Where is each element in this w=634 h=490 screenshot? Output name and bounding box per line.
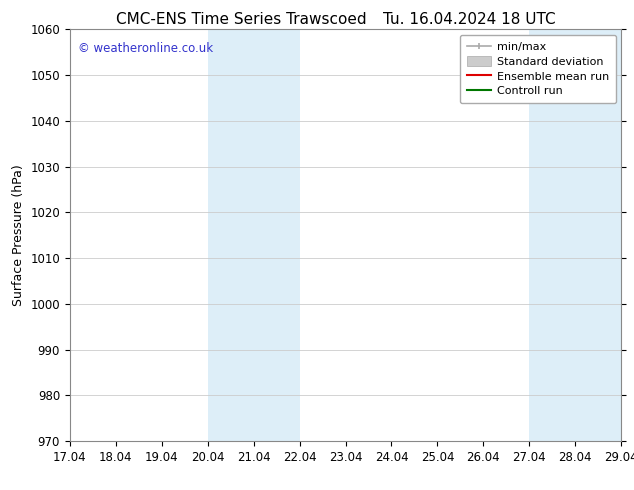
Text: Tu. 16.04.2024 18 UTC: Tu. 16.04.2024 18 UTC: [383, 12, 555, 27]
Y-axis label: Surface Pressure (hPa): Surface Pressure (hPa): [11, 164, 25, 306]
Bar: [207, 29, 299, 441]
Text: CMC-ENS Time Series Trawscoed: CMC-ENS Time Series Trawscoed: [115, 12, 366, 27]
Legend: min/max, Standard deviation, Ensemble mean run, Controll run: min/max, Standard deviation, Ensemble me…: [460, 35, 616, 103]
Text: © weatheronline.co.uk: © weatheronline.co.uk: [78, 42, 213, 55]
Bar: [529, 29, 621, 441]
